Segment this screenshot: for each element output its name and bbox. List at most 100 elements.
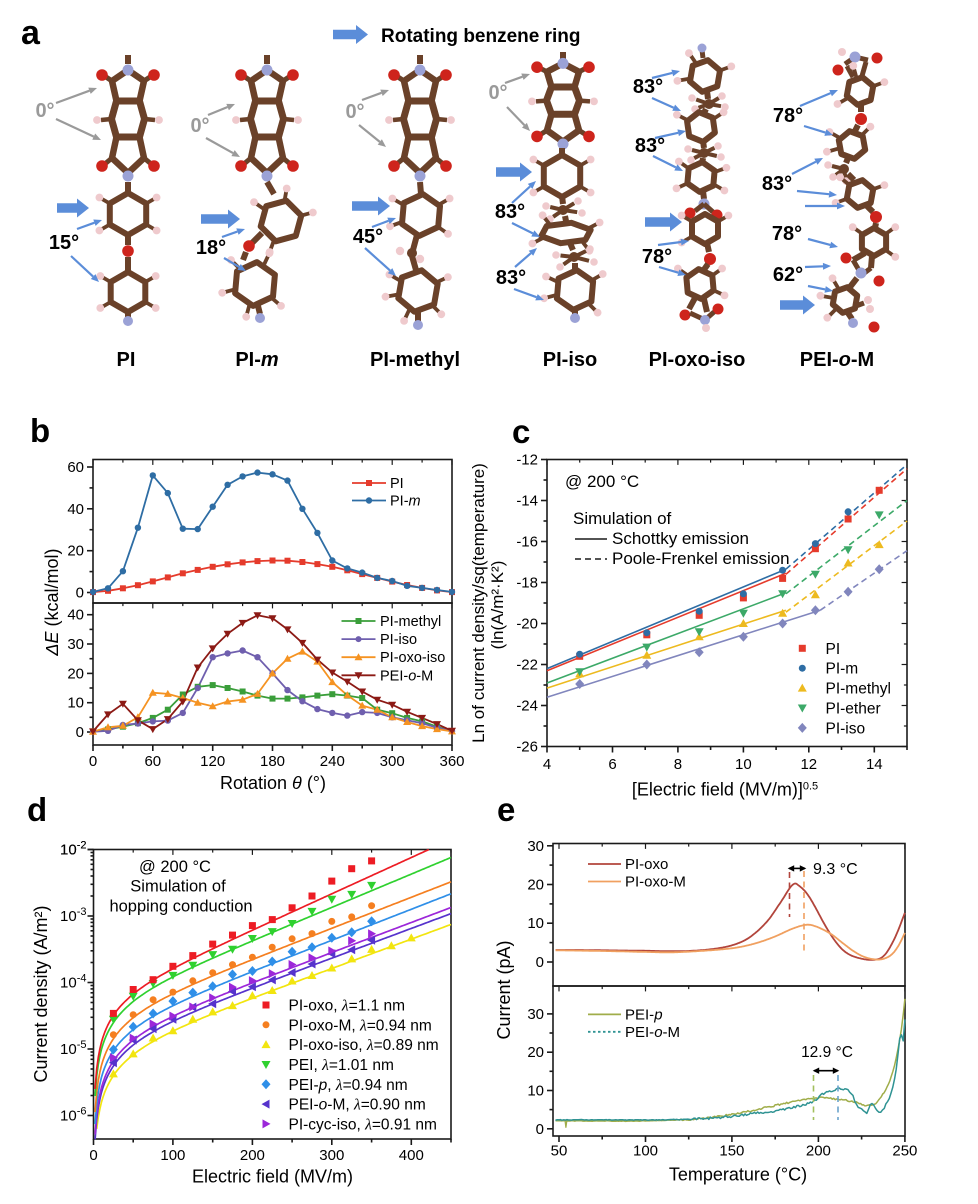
- svg-text:200: 200: [240, 1147, 265, 1164]
- svg-text:PI-methyl: PI-methyl: [380, 614, 441, 630]
- svg-text:60: 60: [144, 753, 161, 770]
- svg-text:6: 6: [608, 756, 616, 773]
- svg-text:78°: 78°: [772, 223, 802, 245]
- svg-text:PI-oxo-iso: PI-oxo-iso: [380, 650, 445, 666]
- svg-text:62°: 62°: [773, 264, 803, 286]
- svg-text:30: 30: [67, 636, 84, 653]
- svg-text:12.9 °C: 12.9 °C: [801, 1044, 853, 1061]
- svg-text:10: 10: [527, 915, 544, 932]
- svg-text:PI-iso: PI-iso: [543, 349, 597, 371]
- svg-text:PI: PI: [390, 476, 404, 492]
- svg-text:PI-methyl: PI-methyl: [826, 681, 891, 698]
- svg-text:360: 360: [439, 753, 464, 770]
- svg-text:PEI-o-M: PEI-o-M: [800, 349, 874, 371]
- svg-text:100: 100: [633, 1143, 658, 1160]
- svg-text:hopping conduction: hopping conduction: [109, 898, 252, 916]
- svg-text:300: 300: [380, 753, 405, 770]
- svg-text:83°: 83°: [633, 76, 663, 98]
- svg-text:9.3 °C: 9.3 °C: [813, 861, 858, 878]
- svg-text:10: 10: [67, 695, 84, 712]
- svg-text:200: 200: [806, 1143, 831, 1160]
- svg-text:PEI-p: PEI-p: [625, 1006, 663, 1023]
- svg-text:240: 240: [320, 753, 345, 770]
- svg-text:Simulation of: Simulation of: [130, 878, 226, 896]
- svg-text:83°: 83°: [762, 173, 792, 195]
- svg-text:Poole-Frenkel emission: Poole-Frenkel emission: [612, 549, 790, 568]
- svg-text:50: 50: [551, 1143, 568, 1160]
- svg-text:Simulation of: Simulation of: [573, 509, 672, 528]
- svg-text:-12: -12: [516, 452, 538, 469]
- svg-text:PI-oxo: PI-oxo: [625, 856, 668, 873]
- svg-text:0°: 0°: [488, 82, 507, 104]
- svg-text:250: 250: [892, 1143, 917, 1160]
- svg-text:Rotation θ (°): Rotation θ (°): [220, 773, 326, 793]
- svg-text:-26: -26: [516, 739, 538, 756]
- svg-text:14: 14: [866, 756, 883, 773]
- svg-text:120: 120: [200, 753, 225, 770]
- svg-text:Current (pA): Current (pA): [494, 940, 514, 1039]
- svg-text:Rotating benzene ring: Rotating benzene ring: [381, 26, 581, 47]
- svg-text:PI-oxo-M, λ=0.94 nm: PI-oxo-M, λ=0.94 nm: [289, 1017, 432, 1034]
- svg-text:PI-ether: PI-ether: [826, 701, 881, 718]
- svg-text:Electric field (MV/m): Electric field (MV/m): [192, 1167, 353, 1187]
- svg-text:PI-methyl: PI-methyl: [370, 349, 460, 371]
- svg-text:-14: -14: [516, 493, 538, 510]
- svg-text:PEI, λ=1.01 nm: PEI, λ=1.01 nm: [289, 1057, 394, 1074]
- svg-text:e: e: [497, 791, 515, 828]
- svg-text:@ 200 °C: @ 200 °C: [139, 858, 211, 876]
- svg-text:10-5: 10-5: [60, 1039, 86, 1058]
- svg-text:Temperature (°C): Temperature (°C): [669, 1165, 807, 1185]
- svg-text:20: 20: [67, 543, 84, 560]
- svg-text:[Electric field (MV/m)]0.5: [Electric field (MV/m)]0.5: [632, 780, 818, 800]
- svg-text:PI: PI: [117, 349, 136, 371]
- svg-text:PI-oxo-iso: PI-oxo-iso: [649, 349, 746, 371]
- svg-text:83°: 83°: [495, 201, 525, 223]
- svg-text:PEI-o-M: PEI-o-M: [625, 1024, 680, 1041]
- svg-text:PEI-o-M: PEI-o-M: [380, 668, 433, 684]
- svg-text:0°: 0°: [190, 115, 209, 137]
- svg-text:PI-iso: PI-iso: [380, 632, 417, 648]
- svg-text:0°: 0°: [35, 100, 54, 122]
- svg-text:18°: 18°: [196, 237, 226, 259]
- svg-text:-24: -24: [516, 698, 538, 715]
- svg-text:78°: 78°: [773, 105, 803, 127]
- svg-text:30: 30: [527, 1006, 544, 1023]
- svg-text:ΔE (kcal/mol): ΔE (kcal/mol): [42, 548, 62, 656]
- svg-text:c: c: [512, 413, 530, 450]
- svg-text:Ln of current density/sq(tempe: Ln of current density/sq(temperature): [469, 463, 488, 743]
- svg-text:20: 20: [527, 877, 544, 894]
- svg-text:12: 12: [800, 756, 817, 773]
- svg-text:PI-iso: PI-iso: [826, 720, 866, 737]
- svg-text:0: 0: [89, 1147, 97, 1164]
- svg-text:8: 8: [674, 756, 682, 773]
- svg-text:0°: 0°: [345, 101, 364, 123]
- svg-text:(ln(A/m²·K²): (ln(A/m²·K²): [488, 561, 507, 650]
- svg-text:PI-m: PI-m: [826, 661, 859, 678]
- svg-text:b: b: [30, 412, 50, 449]
- svg-text:180: 180: [260, 753, 285, 770]
- svg-text:10-6: 10-6: [60, 1106, 86, 1125]
- svg-text:10-4: 10-4: [60, 973, 86, 992]
- svg-text:a: a: [21, 14, 41, 52]
- svg-text:4: 4: [543, 756, 551, 773]
- svg-text:PI-oxo-M: PI-oxo-M: [625, 874, 686, 891]
- svg-text:10: 10: [735, 756, 752, 773]
- svg-text:30: 30: [527, 838, 544, 855]
- svg-text:0: 0: [89, 753, 97, 770]
- svg-text:0: 0: [76, 585, 84, 602]
- svg-text:PI-m: PI-m: [235, 349, 278, 371]
- svg-text:150: 150: [719, 1143, 744, 1160]
- svg-text:15°: 15°: [49, 232, 79, 254]
- svg-text:0: 0: [76, 724, 84, 741]
- svg-text:60: 60: [67, 459, 84, 476]
- svg-text:Schottky emission: Schottky emission: [612, 529, 749, 548]
- svg-text:400: 400: [399, 1147, 424, 1164]
- svg-text:d: d: [27, 791, 47, 828]
- svg-text:-18: -18: [516, 575, 538, 592]
- svg-text:10: 10: [527, 1083, 544, 1100]
- svg-text:PI-oxo-iso, λ=0.89 nm: PI-oxo-iso, λ=0.89 nm: [289, 1037, 439, 1054]
- svg-text:40: 40: [67, 607, 84, 624]
- svg-text:100: 100: [160, 1147, 185, 1164]
- svg-text:0: 0: [536, 1121, 544, 1138]
- svg-text:-22: -22: [516, 657, 538, 674]
